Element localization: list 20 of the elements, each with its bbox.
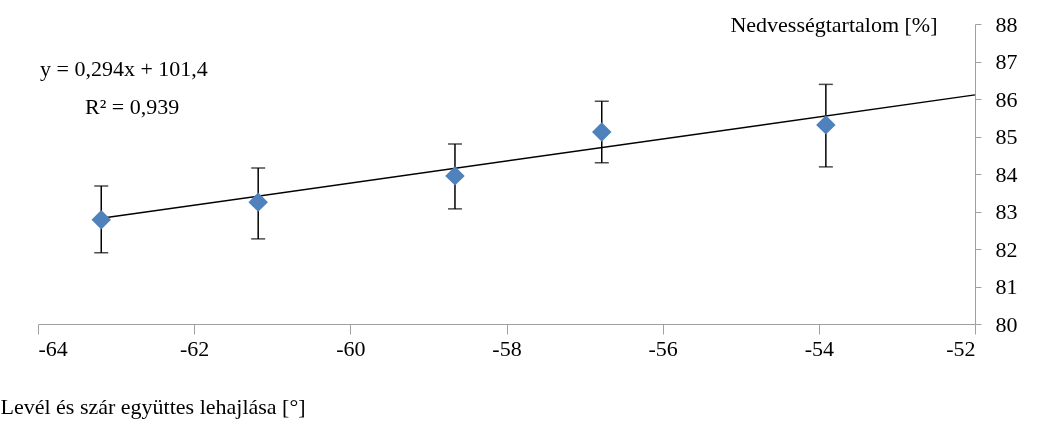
annotation: y = 0,294x + 101,4 [40,56,208,81]
annotation: R² = 0,939 [85,94,180,119]
x-tick-label: -64 [38,335,68,361]
y-axis-title: Nedvességtartalom [%] [730,11,938,37]
y-tick-label: 88 [995,11,1018,37]
x-tick-label: -56 [648,335,678,361]
x-tick-label: -58 [492,335,522,361]
y-tick-label: 85 [995,124,1018,149]
y-tick-label: 83 [995,199,1018,224]
x-tick-label: -54 [804,335,834,361]
x-tick-label: -62 [180,335,210,361]
x-tick-label: -52 [946,335,976,361]
y-tick-label: 81 [995,274,1018,299]
y-tick-label: 87 [995,49,1018,74]
y-tick-label: 80 [995,311,1018,337]
y-tick-label: 86 [995,86,1018,112]
y-tick-label: 84 [995,161,1018,187]
y-tick-label: 82 [995,236,1018,262]
x-axis-title: Levél és szár együttes lehajlása [°] [0,393,306,419]
x-tick-label: -60 [336,335,366,361]
